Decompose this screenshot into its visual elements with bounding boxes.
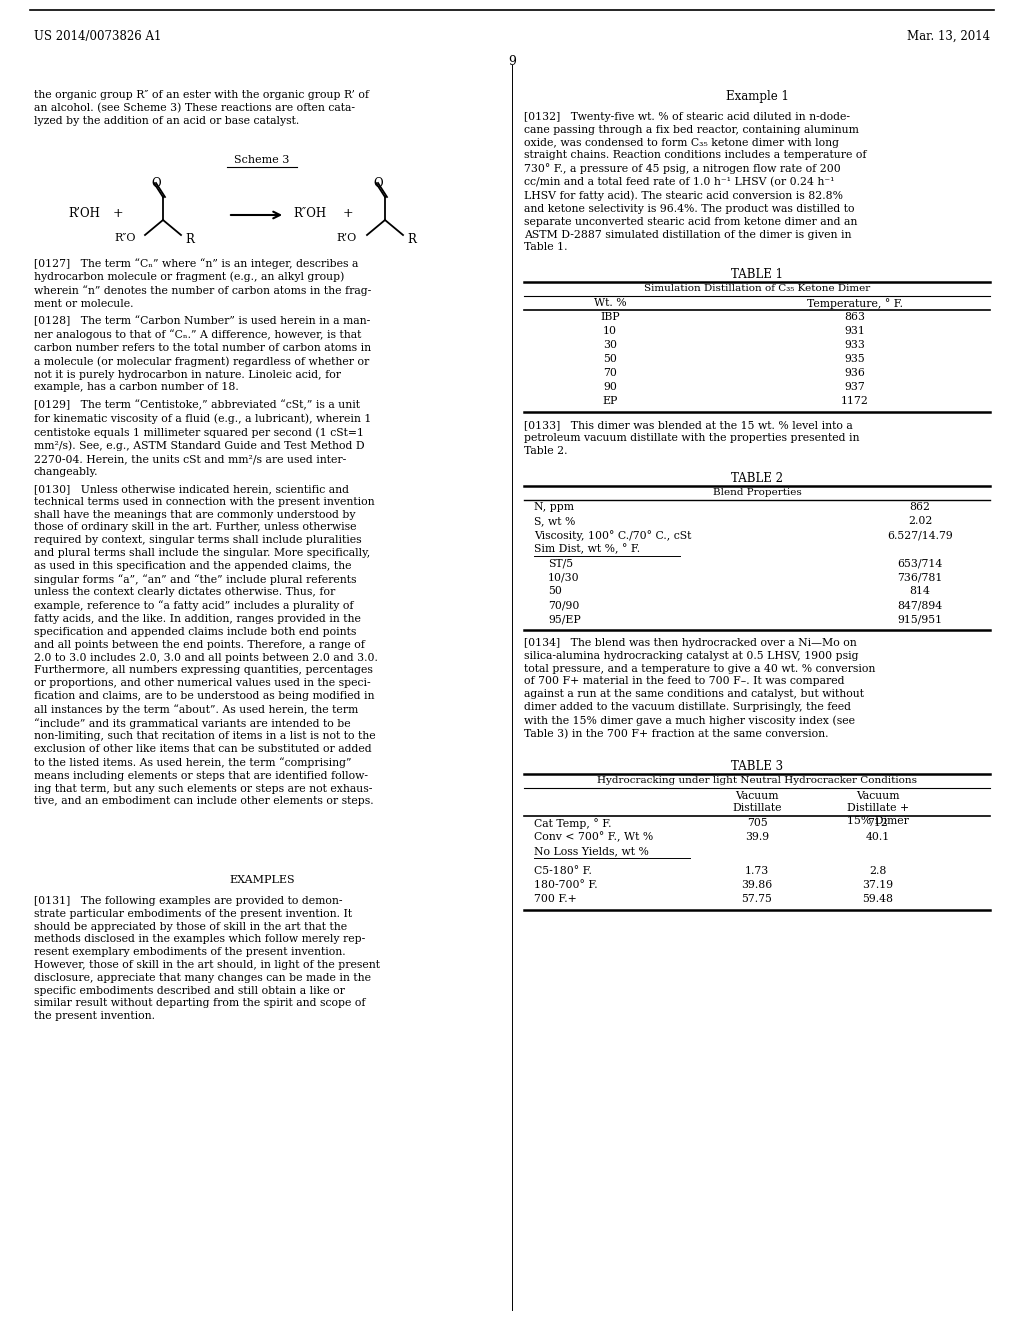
Text: Scheme 3: Scheme 3 — [234, 154, 290, 165]
Text: 90: 90 — [603, 381, 616, 392]
Text: TABLE 2: TABLE 2 — [731, 473, 783, 484]
Text: +: + — [113, 207, 123, 220]
Text: [0130]   Unless otherwise indicated herein, scientific and
technical terms used : [0130] Unless otherwise indicated herein… — [34, 484, 378, 807]
Text: 2.8: 2.8 — [869, 866, 887, 876]
Text: C5-180° F.: C5-180° F. — [534, 866, 592, 876]
Text: 863: 863 — [845, 312, 865, 322]
Text: R’OH: R’OH — [68, 207, 100, 220]
Text: EP: EP — [602, 396, 617, 407]
Text: 10: 10 — [603, 326, 617, 337]
Text: 180-700° F.: 180-700° F. — [534, 880, 598, 890]
Text: [0134]   The blend was then hydrocracked over a Ni—Mo on
silica-alumina hydrocra: [0134] The blend was then hydrocracked o… — [524, 638, 876, 739]
Text: Viscosity, 100° C./70° C., cSt: Viscosity, 100° C./70° C., cSt — [534, 531, 691, 541]
Text: 39.9: 39.9 — [744, 832, 769, 842]
Text: [0127]   The term “Cₙ” where “n” is an integer, describes a
hydrocarbon molecule: [0127] The term “Cₙ” where “n” is an int… — [34, 257, 372, 309]
Text: 2.02: 2.02 — [908, 516, 932, 525]
Text: Vacuum
Distillate: Vacuum Distillate — [732, 791, 781, 813]
Text: ST/5: ST/5 — [548, 558, 573, 568]
Text: Blend Properties: Blend Properties — [713, 488, 802, 498]
Text: 50: 50 — [548, 586, 562, 597]
Text: Example 1: Example 1 — [726, 90, 788, 103]
Text: US 2014/0073826 A1: US 2014/0073826 A1 — [34, 30, 162, 44]
Text: 653/714: 653/714 — [897, 558, 943, 568]
Text: S, wt %: S, wt % — [534, 516, 575, 525]
Text: Mar. 13, 2014: Mar. 13, 2014 — [907, 30, 990, 44]
Text: No Loss Yields, wt %: No Loss Yields, wt % — [534, 846, 649, 855]
Text: 936: 936 — [845, 368, 865, 378]
Text: 937: 937 — [845, 381, 865, 392]
Text: [0131]   The following examples are provided to demon-
strate particular embodim: [0131] The following examples are provid… — [34, 896, 380, 1022]
Text: Wt. %: Wt. % — [594, 298, 627, 308]
Text: the organic group R″ of an ester with the organic group R’ of
an alcohol. (see S: the organic group R″ of an ester with th… — [34, 90, 369, 125]
Text: R: R — [407, 234, 416, 246]
Text: 70/90: 70/90 — [548, 601, 580, 610]
Text: 30: 30 — [603, 341, 617, 350]
Text: N, ppm: N, ppm — [534, 502, 574, 512]
Text: R: R — [185, 234, 194, 246]
Text: 1.73: 1.73 — [744, 866, 769, 876]
Text: 57.75: 57.75 — [741, 894, 772, 904]
Text: 935: 935 — [845, 354, 865, 364]
Text: TABLE 3: TABLE 3 — [731, 760, 783, 774]
Text: 40.1: 40.1 — [866, 832, 890, 842]
Text: 915/951: 915/951 — [897, 614, 942, 624]
Text: O: O — [373, 177, 383, 190]
Text: Sim Dist, wt %, ° F.: Sim Dist, wt %, ° F. — [534, 544, 640, 554]
Text: 10/30: 10/30 — [548, 572, 580, 582]
Text: R″OH: R″OH — [293, 207, 326, 220]
Text: 933: 933 — [845, 341, 865, 350]
Text: 70: 70 — [603, 368, 616, 378]
Text: Cat Temp, ° F.: Cat Temp, ° F. — [534, 818, 611, 829]
Text: EXAMPLES: EXAMPLES — [229, 875, 295, 884]
Text: TABLE 1: TABLE 1 — [731, 268, 783, 281]
Text: R’O: R’O — [337, 234, 357, 243]
Text: 50: 50 — [603, 354, 616, 364]
Text: 37.19: 37.19 — [862, 880, 894, 890]
Text: 847/894: 847/894 — [897, 601, 942, 610]
Text: 736/781: 736/781 — [897, 572, 943, 582]
Text: IBP: IBP — [600, 312, 620, 322]
Text: +: + — [343, 207, 353, 220]
Text: 6.527/14.79: 6.527/14.79 — [887, 531, 953, 540]
Text: 59.48: 59.48 — [862, 894, 894, 904]
Text: [0129]   The term “Centistoke,” abbreviated “cSt,” is a unit
for kinematic visco: [0129] The term “Centistoke,” abbreviate… — [34, 400, 372, 477]
Text: 705: 705 — [746, 818, 767, 828]
Text: 39.86: 39.86 — [741, 880, 773, 890]
Text: Temperature, ° F.: Temperature, ° F. — [807, 298, 903, 309]
Text: R″O: R″O — [115, 234, 136, 243]
Text: 931: 931 — [845, 326, 865, 337]
Text: [0128]   The term “Carbon Number” is used herein in a man-
ner analogous to that: [0128] The term “Carbon Number” is used … — [34, 315, 371, 392]
Text: 9: 9 — [508, 55, 516, 69]
Text: Vacuum
Distillate +
15% Dimer: Vacuum Distillate + 15% Dimer — [847, 791, 909, 826]
Text: 700 F.+: 700 F.+ — [534, 894, 577, 904]
Text: Hydrocracking under light Neutral Hydrocracker Conditions: Hydrocracking under light Neutral Hydroc… — [597, 776, 918, 785]
Text: 862: 862 — [909, 502, 931, 512]
Text: Conv < 700° F., Wt %: Conv < 700° F., Wt % — [534, 832, 653, 842]
Text: 712: 712 — [867, 818, 889, 828]
Text: 814: 814 — [909, 586, 931, 597]
Text: [0133]   This dimer was blended at the 15 wt. % level into a
petroleum vacuum di: [0133] This dimer was blended at the 15 … — [524, 420, 859, 455]
Text: 95/EP: 95/EP — [548, 614, 581, 624]
Text: Simulation Distillation of C₃₅ Ketone Dimer: Simulation Distillation of C₃₅ Ketone Di… — [644, 284, 870, 293]
Text: O: O — [152, 177, 161, 190]
Text: [0132]   Twenty-five wt. % of stearic acid diluted in n-dode-
cane passing throu: [0132] Twenty-five wt. % of stearic acid… — [524, 112, 866, 252]
Text: 1172: 1172 — [841, 396, 869, 407]
